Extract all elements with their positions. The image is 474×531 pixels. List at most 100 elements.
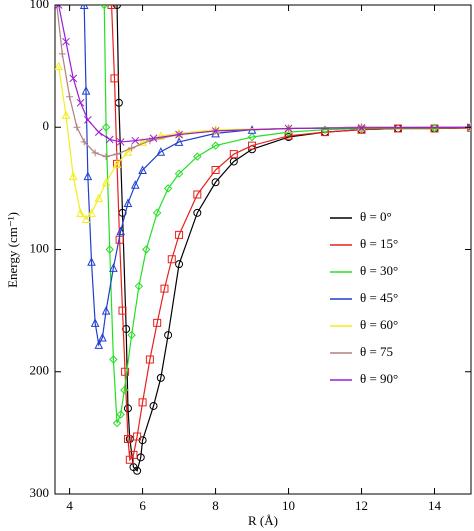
series-line xyxy=(110,5,471,462)
legend-label: θ = 30° xyxy=(360,263,398,278)
marker xyxy=(211,178,220,187)
marker xyxy=(121,367,130,376)
y-tick-label: 100 xyxy=(30,240,50,255)
marker xyxy=(62,37,70,46)
series-line xyxy=(103,5,471,424)
marker xyxy=(55,61,63,71)
marker xyxy=(129,450,138,459)
marker xyxy=(109,355,118,364)
marker xyxy=(123,147,133,156)
marker xyxy=(357,124,366,132)
marker xyxy=(90,318,100,327)
marker xyxy=(123,404,132,413)
marker xyxy=(94,340,104,349)
legend-label: θ = 45° xyxy=(360,290,398,305)
marker xyxy=(120,385,129,395)
series-line xyxy=(58,5,471,143)
marker xyxy=(466,123,471,132)
legend-label: θ = 75 xyxy=(360,344,393,359)
x-tick-label: 10 xyxy=(282,498,295,513)
marker xyxy=(125,455,134,464)
marker xyxy=(163,184,173,193)
marker xyxy=(130,180,140,189)
marker xyxy=(58,50,66,58)
x-tick-label: 4 xyxy=(66,498,73,513)
marker xyxy=(81,214,91,223)
marker xyxy=(101,177,111,187)
x-tick-label: 14 xyxy=(428,498,442,513)
marker xyxy=(394,124,403,133)
series-line xyxy=(83,5,471,347)
marker xyxy=(284,124,293,133)
marker xyxy=(145,355,154,364)
marker xyxy=(149,401,158,410)
y-axis-label: Energy (cm⁻¹) xyxy=(5,212,20,288)
marker xyxy=(247,132,257,142)
marker xyxy=(100,5,109,10)
marker xyxy=(142,245,151,254)
marker xyxy=(160,284,169,293)
x-tick-label: 6 xyxy=(139,498,146,513)
marker xyxy=(175,230,184,239)
marker xyxy=(98,332,107,342)
marker xyxy=(94,128,103,136)
y-tick-label: 300 xyxy=(30,485,50,500)
marker xyxy=(107,5,116,9)
marker xyxy=(128,144,136,152)
legend-label: θ = 15° xyxy=(360,236,398,251)
marker xyxy=(112,418,122,428)
marker xyxy=(467,123,471,132)
series-line xyxy=(116,5,471,472)
marker xyxy=(87,208,96,217)
x-tick-label: 12 xyxy=(355,498,368,513)
marker xyxy=(122,324,131,333)
marker xyxy=(76,98,85,107)
marker xyxy=(105,245,114,254)
marker xyxy=(211,127,220,135)
series-line xyxy=(58,66,471,220)
y-tick-label: 200 xyxy=(30,363,50,378)
marker xyxy=(127,330,136,340)
marker xyxy=(76,208,85,217)
marker xyxy=(68,171,78,181)
marker xyxy=(138,165,147,175)
marker xyxy=(115,235,124,244)
marker xyxy=(156,131,166,140)
marker xyxy=(109,263,118,272)
marker xyxy=(138,398,147,407)
marker xyxy=(156,147,166,156)
marker xyxy=(83,171,93,181)
marker xyxy=(81,85,91,95)
marker xyxy=(152,208,162,218)
legend-label: θ = 90° xyxy=(360,371,398,386)
marker xyxy=(94,193,104,203)
marker xyxy=(91,149,99,157)
y-tick-label: 100 xyxy=(30,0,50,11)
marker xyxy=(116,226,125,236)
marker xyxy=(248,141,257,150)
marker xyxy=(102,153,110,161)
marker xyxy=(55,5,63,9)
marker xyxy=(174,169,184,178)
marker xyxy=(80,138,88,146)
marker xyxy=(116,138,125,146)
marker xyxy=(133,466,142,475)
legend-label: θ = 0° xyxy=(360,209,392,224)
marker xyxy=(211,166,220,175)
x-tick-label: 8 xyxy=(212,498,219,513)
marker xyxy=(118,306,127,315)
marker xyxy=(69,74,78,83)
marker xyxy=(66,93,74,101)
marker xyxy=(123,198,133,208)
marker xyxy=(123,434,132,443)
marker xyxy=(131,136,140,145)
marker xyxy=(193,208,202,217)
marker xyxy=(138,137,147,146)
marker xyxy=(156,373,165,382)
marker xyxy=(133,432,142,441)
marker xyxy=(175,260,184,269)
marker xyxy=(105,135,114,144)
marker xyxy=(153,318,162,327)
marker xyxy=(73,123,81,131)
